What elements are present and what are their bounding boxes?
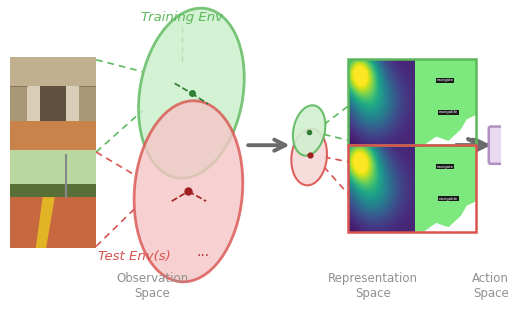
Ellipse shape [138,8,244,178]
Text: Representation
Space: Representation Space [327,272,417,299]
Text: Test Env(s): Test Env(s) [98,250,171,263]
Bar [348,145,475,232]
Bar [348,59,475,145]
Text: Observation
Space: Observation Space [116,272,188,299]
Text: Action
Space: Action Space [471,272,508,299]
Text: ···: ··· [196,249,209,263]
Text: Training Env: Training Env [140,11,222,24]
Ellipse shape [292,105,325,156]
Ellipse shape [134,101,242,282]
Ellipse shape [291,129,326,185]
FancyBboxPatch shape [488,126,509,164]
